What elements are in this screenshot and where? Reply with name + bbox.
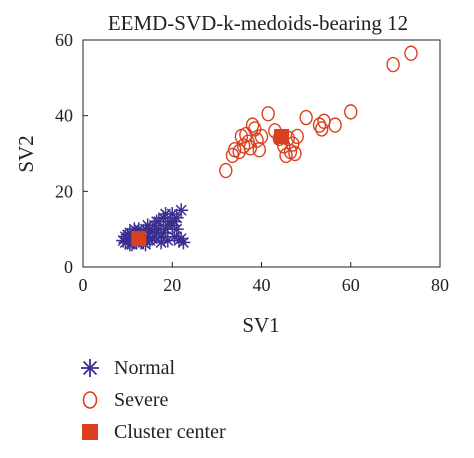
severe-point xyxy=(290,128,304,145)
y-tick-label: 0 xyxy=(64,257,73,277)
cluster-center-point xyxy=(131,231,147,247)
x-tick-label: 0 xyxy=(79,275,88,295)
asterisk-icon xyxy=(70,355,110,381)
severe-point xyxy=(250,132,264,148)
cluster-center-series xyxy=(131,128,290,247)
severe-point xyxy=(279,147,293,164)
normal-point xyxy=(154,235,169,250)
severe-point xyxy=(288,145,302,162)
x-tick-label: 40 xyxy=(253,275,271,295)
legend-label-cluster-center: Cluster center xyxy=(114,420,226,443)
normal-series xyxy=(116,203,191,252)
normal-point xyxy=(145,224,160,239)
x-axis-label: SV1 xyxy=(242,313,279,337)
x-tick-label: 20 xyxy=(163,275,181,295)
severe-series xyxy=(219,45,418,179)
scatter-chart: EEMD-SVD-k-medoids-bearing 12 0 20 40 60 800… xyxy=(14,11,449,337)
severe-point xyxy=(252,142,266,158)
severe-point xyxy=(299,109,313,126)
normal-point xyxy=(156,225,171,240)
severe-point xyxy=(344,104,358,120)
normal-point xyxy=(167,214,182,229)
y-axis-label: SV2 xyxy=(14,135,38,172)
normal-point xyxy=(176,235,191,250)
y-tick-label: 20 xyxy=(55,181,73,201)
legend-item-normal: Normal xyxy=(70,352,400,384)
square-icon xyxy=(70,419,110,445)
y-tick-label: 60 xyxy=(55,30,73,50)
severe-point xyxy=(312,117,327,133)
severe-point xyxy=(328,117,342,133)
severe-point xyxy=(315,121,329,137)
normal-point xyxy=(174,231,189,246)
y-tick-label: 40 xyxy=(55,106,73,126)
severe-point xyxy=(245,117,260,133)
legend: Normal Severe Cluster center xyxy=(70,352,400,448)
x-tick-label: 60 xyxy=(342,275,360,295)
severe-point xyxy=(254,128,269,145)
legend-item-cluster-center: Cluster center xyxy=(70,416,400,448)
chart-title: EEMD-SVD-k-medoids-bearing 12 xyxy=(108,11,408,35)
axis-ticks: 0 20 40 60 80 0 20 40 60 xyxy=(55,30,449,295)
severe-point xyxy=(236,138,251,154)
circle-icon xyxy=(70,387,110,413)
normal-point xyxy=(158,207,173,222)
severe-point xyxy=(386,56,400,73)
legend-label-normal: Normal xyxy=(114,356,176,379)
severe-point xyxy=(261,106,275,122)
x-tick-label: 80 xyxy=(431,275,449,295)
legend-label-severe: Severe xyxy=(114,388,169,411)
severe-point xyxy=(219,162,233,179)
severe-point xyxy=(404,45,418,61)
severe-point xyxy=(286,136,300,152)
legend-item-severe: Severe xyxy=(70,384,400,416)
cluster-center-point xyxy=(274,128,290,144)
